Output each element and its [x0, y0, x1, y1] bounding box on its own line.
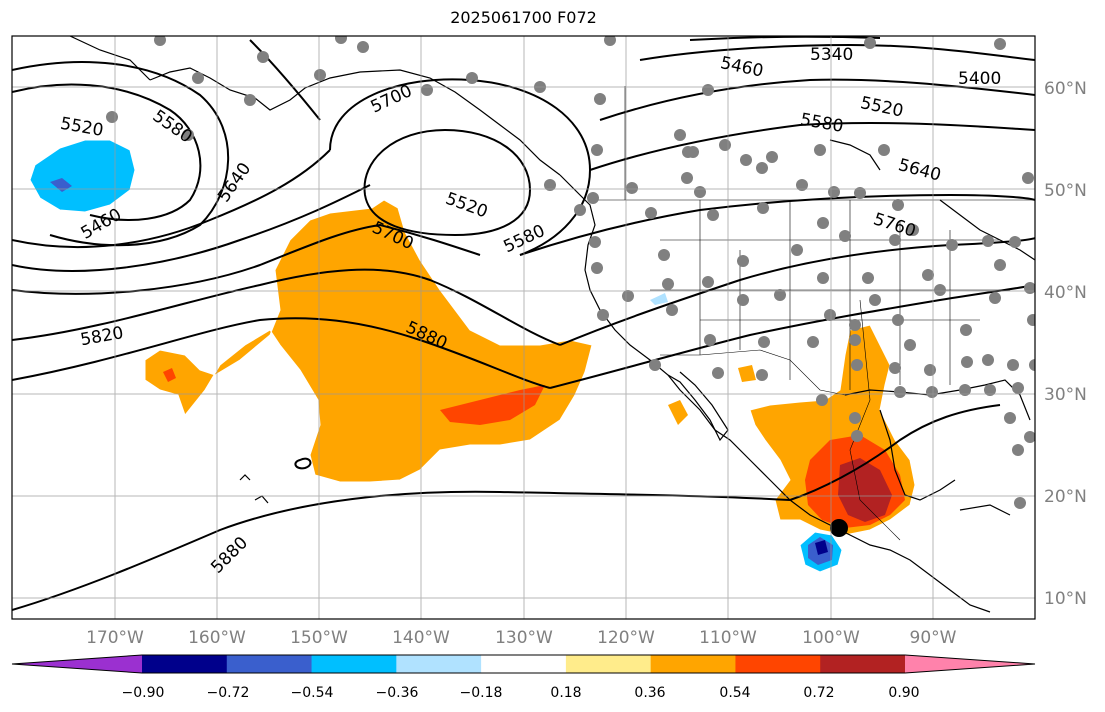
- map-frame: [11, 35, 1036, 620]
- contour-label: 5340: [810, 45, 853, 65]
- lon-tick-label: 170°W: [86, 628, 144, 648]
- colorbar: [11, 654, 1036, 674]
- lon-tick-label: 90°W: [910, 628, 957, 648]
- colorbar-tick-label: −0.72: [207, 685, 250, 701]
- colorbar-swatch: [142, 655, 228, 673]
- colorbar-tick-label: −0.90: [122, 685, 165, 701]
- colorbar-swatch: [311, 655, 397, 673]
- lat-tick-label: 10°N: [1044, 589, 1087, 609]
- colorbar-outline: [11, 654, 1036, 674]
- longitude-labels: 170°W 160°W 150°W 140°W 130°W 120°W 110°…: [86, 628, 957, 648]
- contour-label: 5400: [958, 69, 1001, 89]
- positive-anomaly-region: [668, 400, 688, 425]
- colorbar-swatch: [12, 655, 142, 673]
- strong-negative-patch: [815, 540, 828, 555]
- positive-anomaly-region: [738, 365, 756, 382]
- lat-tick-label: 60°N: [1044, 79, 1087, 99]
- colorbar-tick-label: 0.90: [888, 685, 919, 701]
- negative-anomaly-region: [29, 139, 136, 213]
- strong-anomaly-patch: [440, 385, 545, 425]
- colorbar-swatch: [650, 655, 736, 673]
- colorbar-tick-label: −0.54: [291, 685, 334, 701]
- colorbar-swatch: [396, 655, 482, 673]
- lon-tick-label: 140°W: [392, 628, 450, 648]
- colorbar-swatch: [226, 655, 313, 673]
- colorbar-swatch: [905, 655, 1035, 673]
- colorbar-swatch: [481, 655, 567, 673]
- latitude-labels: 60°N 50°N 40°N 30°N 20°N 10°N: [1044, 79, 1087, 609]
- lon-tick-label: 110°W: [699, 628, 757, 648]
- station-markers: [106, 36, 1035, 509]
- colorbar-swatch: [820, 655, 906, 673]
- colorbar-labels: −0.90 −0.72 −0.54 −0.36 −0.18 0.18 0.36 …: [122, 685, 920, 701]
- lon-tick-label: 160°W: [188, 628, 246, 648]
- colorbar-tick-label: −0.18: [460, 685, 503, 701]
- storm-center-marker: [830, 519, 848, 537]
- strong-anomaly-patch: [163, 368, 176, 382]
- colorbar-tick-label: 0.72: [803, 685, 834, 701]
- lon-tick-label: 150°W: [290, 628, 348, 648]
- lon-tick-label: 100°W: [802, 628, 860, 648]
- lon-tick-label: 120°W: [597, 628, 655, 648]
- weak-negative-patch: [650, 293, 668, 305]
- figure-title: 2025061700 F072: [450, 8, 597, 27]
- colorbar-tick-label: 0.54: [719, 685, 750, 701]
- gridlines: [12, 36, 1035, 619]
- colorbar-tick-label: −0.36: [376, 685, 419, 701]
- lat-tick-label: 40°N: [1044, 283, 1087, 303]
- colorbar-tick-label: 0.18: [550, 685, 581, 701]
- colorbar-tick-label: 0.36: [634, 685, 665, 701]
- very-strong-anomaly-patch: [838, 458, 892, 522]
- lon-tick-label: 130°W: [495, 628, 553, 648]
- lat-tick-label: 20°N: [1044, 487, 1087, 507]
- colorbar-swatch: [565, 655, 652, 673]
- colorbar-swatch: [735, 655, 821, 673]
- lat-tick-label: 30°N: [1044, 385, 1087, 405]
- lat-tick-label: 50°N: [1044, 181, 1087, 201]
